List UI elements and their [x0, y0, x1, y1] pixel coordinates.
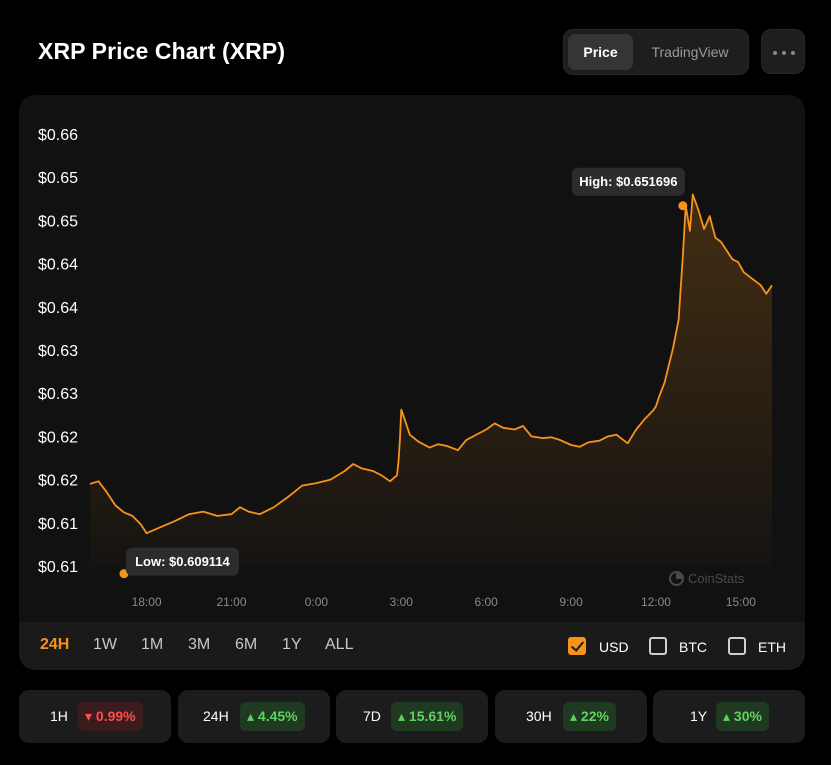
y-tick-label: $0.63 — [38, 386, 78, 403]
price-chart[interactable]: $0.66 $0.65 $0.65 $0.64 $0.64 $0.63 $0.63 $0.62… — [19, 95, 805, 622]
change-value: 30% — [733, 708, 762, 724]
stat-24h: 24H ▴ 4.45% — [178, 690, 330, 743]
change-value: 4.45% — [257, 708, 298, 724]
change-badge: ▾ 0.99% — [78, 702, 143, 731]
high-tooltip — [571, 167, 685, 196]
y-tick-label: $0.62 — [38, 429, 78, 446]
stat-period: 30H — [526, 708, 552, 724]
more-options-button[interactable] — [761, 29, 805, 74]
x-tick-label: 12:00 — [641, 595, 671, 609]
stat-period: 24H — [203, 708, 229, 724]
change-badge: ▴ 4.45% — [240, 702, 305, 731]
y-tick-label: $0.65 — [38, 170, 78, 187]
stat-1y: 1Y ▴ 30% — [653, 690, 805, 743]
stat-period: 1H — [50, 708, 68, 724]
x-tick-label: 3:00 — [390, 595, 414, 609]
y-tick-label: $0.63 — [38, 343, 78, 360]
page-title: XRP Price Chart (XRP) — [38, 38, 286, 64]
watermark-text: CoinStats — [688, 571, 745, 586]
chart-view-toggle: Price TradingView — [563, 29, 749, 75]
change-badge: ▴ 15.61% — [391, 702, 464, 731]
eth-checkbox[interactable] — [728, 637, 746, 655]
more-dot — [782, 51, 786, 55]
range-all[interactable]: ALL — [325, 636, 354, 653]
y-tick-label: $0.64 — [38, 300, 78, 317]
range-24h[interactable]: 24H — [40, 636, 70, 653]
coinstats-logo-icon — [669, 571, 684, 586]
usd-label: USD — [599, 639, 629, 655]
y-tick-label: $0.62 — [38, 473, 78, 490]
x-tick-label: 9:00 — [559, 595, 583, 609]
high-label: High: $0.651696 — [579, 174, 677, 189]
change-value: 22% — [580, 708, 609, 724]
low-label: Low: $0.609114 — [135, 554, 230, 569]
coinstats-watermark: CoinStats — [669, 571, 744, 586]
high-point[interactable] — [678, 201, 688, 211]
btc-label: BTC — [679, 639, 707, 655]
range-1y[interactable]: 1Y — [282, 636, 302, 653]
stat-period: 1Y — [690, 708, 708, 724]
range-selector: 24H 1W 1M 3M 6M 1Y ALL USD BTC ETH — [19, 622, 805, 670]
range-3m[interactable]: 3M — [188, 636, 211, 653]
more-dot — [791, 51, 795, 55]
y-tick-label: $0.66 — [38, 127, 78, 144]
y-tick-label: $0.61 — [38, 516, 78, 533]
eth-label: ETH — [758, 639, 786, 655]
stat-7d: 7D ▴ 15.61% — [336, 690, 488, 743]
btc-checkbox[interactable] — [649, 637, 667, 655]
usd-checkbox[interactable] — [568, 637, 586, 655]
low-point[interactable] — [119, 569, 129, 579]
range-6m[interactable]: 6M — [235, 636, 258, 653]
x-tick-label: 18:00 — [132, 595, 162, 609]
stat-period: 7D — [363, 708, 381, 724]
y-tick-label: $0.61 — [38, 559, 78, 576]
price-line — [89, 193, 773, 535]
tab-price[interactable]: Price — [568, 34, 633, 70]
x-tick-label: 21:00 — [216, 595, 246, 609]
tab-tradingview[interactable]: TradingView — [651, 44, 729, 60]
x-tick-label: 0:00 — [305, 595, 329, 609]
change-value: 15.61% — [408, 708, 457, 724]
price-chart-card: $0.66 $0.65 $0.65 $0.64 $0.64 $0.63 $0.63 $0.62… — [19, 95, 805, 670]
y-tick-label: $0.65 — [38, 213, 78, 230]
range-1w[interactable]: 1W — [93, 636, 117, 653]
x-tick-label: 6:00 — [475, 595, 499, 609]
change-badge: ▴ 30% — [716, 702, 769, 731]
x-tick-label: 15:00 — [726, 595, 756, 609]
change-value: 0.99% — [95, 708, 136, 724]
stat-30h: 30H ▴ 22% — [495, 690, 647, 743]
more-horizontal-icon — [773, 51, 777, 55]
y-tick-label: $0.64 — [38, 257, 78, 274]
change-badge: ▴ 22% — [563, 702, 616, 731]
range-1m[interactable]: 1M — [141, 636, 164, 653]
price-area — [90, 194, 772, 566]
low-tooltip — [125, 547, 239, 576]
stat-1h: 1H ▾ 0.99% — [19, 690, 171, 743]
